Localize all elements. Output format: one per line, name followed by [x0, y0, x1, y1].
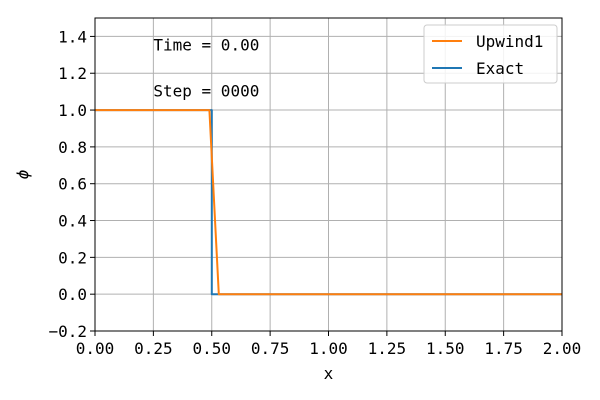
y-tick-label: 0.4 — [58, 212, 87, 231]
y-axis: −0.2 0.0 0.2 0.4 0.6 0.8 1.0 1.2 1.4 — [48, 27, 95, 341]
series-line-upwind1 — [95, 109, 562, 296]
x-tick-label: 0.75 — [251, 339, 290, 358]
x-tick-label: 1.00 — [309, 339, 348, 358]
y-tick-label: 0.8 — [58, 138, 87, 157]
x-axis: 0.00 0.25 0.50 0.75 1.00 1.25 1.50 1.75 2.00 — [76, 331, 582, 358]
legend-label-upwind1: Upwind1 — [476, 32, 543, 51]
x-tick-label: 2.00 — [543, 339, 582, 358]
x-axis-label: x — [324, 364, 334, 383]
x-tick-label: 1.50 — [426, 339, 465, 358]
x-tick-label: 0.50 — [192, 339, 231, 358]
y-tick-label: 1.2 — [58, 64, 87, 83]
y-tick-label: 1.4 — [58, 27, 87, 46]
x-tick-label: 0.00 — [76, 339, 115, 358]
legend-label-exact: Exact — [476, 59, 524, 78]
x-tick-label: 1.75 — [484, 339, 523, 358]
y-tick-label: 0.6 — [58, 175, 87, 194]
y-axis-label: ϕ — [13, 169, 32, 179]
y-tick-label: 0.0 — [58, 285, 87, 304]
x-tick-label: 0.25 — [134, 339, 173, 358]
y-tick-label: 0.2 — [58, 248, 87, 267]
step-annotation: Step = 0000 — [153, 82, 259, 101]
x-tick-label: 1.25 — [368, 339, 407, 358]
legend: Upwind1 Exact — [423, 24, 558, 84]
time-annotation: Time = 0.00 — [153, 36, 259, 55]
y-tick-label: 1.0 — [58, 101, 87, 120]
y-tick-label: −0.2 — [48, 322, 87, 341]
series-layer — [95, 109, 562, 296]
